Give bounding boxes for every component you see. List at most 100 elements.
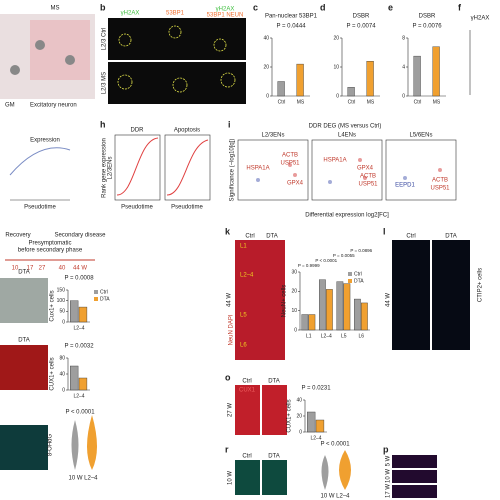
label: EEPD1	[395, 183, 415, 189]
legend-swatch	[348, 279, 352, 283]
x-tick-label: L2–4	[73, 325, 84, 331]
micrograph	[392, 240, 430, 350]
label: Pseudotime	[121, 205, 153, 211]
y-tick-label: 20	[333, 35, 339, 41]
p-value: P = 0.0231	[301, 386, 331, 392]
bar	[326, 289, 333, 331]
panel-letter: i	[228, 119, 231, 129]
trajectory	[9, 147, 71, 176]
label: 17	[27, 266, 34, 272]
label: CUX1	[239, 388, 256, 394]
label: DTA	[266, 234, 278, 240]
plot-frame	[164, 134, 211, 201]
label: Apoptosis	[174, 128, 200, 134]
label: P < 0.0001	[320, 442, 350, 448]
bar	[347, 87, 355, 97]
label: Ctrl	[245, 234, 254, 240]
bar	[78, 306, 88, 323]
label: 53BP1 NEUN	[207, 13, 244, 19]
label: ACTB	[282, 153, 298, 159]
label: L5/6ENs	[409, 133, 432, 139]
label: 53BP1	[166, 11, 185, 17]
p-value: P = 0.0896	[350, 248, 372, 253]
neuron	[35, 40, 45, 50]
panel-letter: l	[383, 226, 386, 236]
panel-letter: d	[320, 2, 326, 12]
x-tick-label: Ctrl	[278, 99, 286, 105]
y-tick-label: 50	[59, 309, 65, 315]
p-value: P < 0.0001	[315, 258, 337, 263]
label: 44 W	[386, 293, 392, 307]
bar	[69, 300, 79, 323]
label: USP51	[430, 186, 450, 192]
label: DTA	[268, 454, 280, 460]
y-axis-label: NeuN+ cells	[282, 285, 288, 318]
micrograph	[0, 425, 48, 470]
label: L2/3ENs	[108, 156, 114, 179]
label: Excitatory neuron	[30, 103, 77, 109]
legend-label: Ctrl	[100, 289, 108, 295]
chart-title: DSBR	[419, 14, 436, 20]
label: γH2AX	[121, 11, 140, 17]
label: USP51	[280, 161, 300, 167]
bar	[277, 81, 285, 97]
panel-letter: h	[100, 119, 106, 129]
y-tick-label: 0	[336, 93, 339, 99]
bar	[432, 46, 440, 97]
p-value: P = 0.0008	[64, 276, 94, 282]
micrograph	[108, 18, 246, 60]
x-tick-label: Ctrl	[414, 99, 422, 105]
panel-letter: o	[225, 372, 231, 382]
label: USP51	[358, 182, 378, 188]
panel-letter: c	[253, 2, 258, 12]
legend-label: Ctrl	[354, 271, 362, 277]
label: HSPA1A	[246, 166, 269, 172]
label: 10 W L2–4	[320, 494, 350, 500]
bar	[308, 314, 316, 331]
bar	[343, 283, 351, 331]
label: GM	[5, 103, 15, 109]
label: GPX4	[287, 181, 304, 187]
label: GPX4	[357, 166, 374, 172]
micrograph	[235, 460, 260, 495]
micrograph	[262, 460, 287, 495]
label: Ctrl	[406, 234, 415, 240]
label: Pseudotime	[24, 205, 56, 211]
chart-title: Pan-nuclear 53BP1	[265, 14, 318, 20]
x-tick-label: L6	[358, 333, 364, 339]
p-value: P = 0.0074	[346, 24, 376, 30]
plot-frame	[114, 134, 161, 201]
nuclei-outlines	[117, 25, 236, 93]
y-tick-label: 30	[291, 269, 297, 275]
bar	[315, 419, 325, 433]
legend-label: DTA	[100, 296, 110, 302]
label: 44 W	[73, 266, 87, 272]
label: 40	[59, 266, 66, 272]
bar	[413, 55, 421, 97]
violin	[321, 455, 329, 490]
violin	[87, 415, 97, 470]
label: ACTB	[432, 178, 448, 184]
label: DDR DEG (MS versus Ctrl)	[309, 124, 382, 130]
micrograph	[392, 485, 437, 498]
label: MS	[51, 6, 60, 12]
x-tick-label: L2–4	[310, 435, 321, 441]
y-tick-label: 80	[59, 355, 65, 361]
label: L6	[240, 343, 247, 349]
x-tick-label: MS	[367, 99, 375, 105]
micrograph	[432, 240, 470, 350]
label: Expression	[30, 138, 60, 144]
label: 8-OHdG	[48, 434, 54, 457]
label: Ctrl	[242, 379, 251, 385]
micrograph	[0, 278, 48, 323]
y-tick-label: 0	[62, 319, 65, 325]
label: DTA	[18, 338, 30, 344]
label: L2/3ENs	[261, 133, 284, 139]
x-tick-label: L2–4	[321, 333, 332, 339]
micrograph	[235, 385, 260, 435]
y-tick-label: 20	[291, 289, 297, 295]
bar	[366, 61, 374, 97]
label: Secondary disease	[54, 233, 106, 239]
p-value: P = 0.0444	[276, 24, 306, 30]
